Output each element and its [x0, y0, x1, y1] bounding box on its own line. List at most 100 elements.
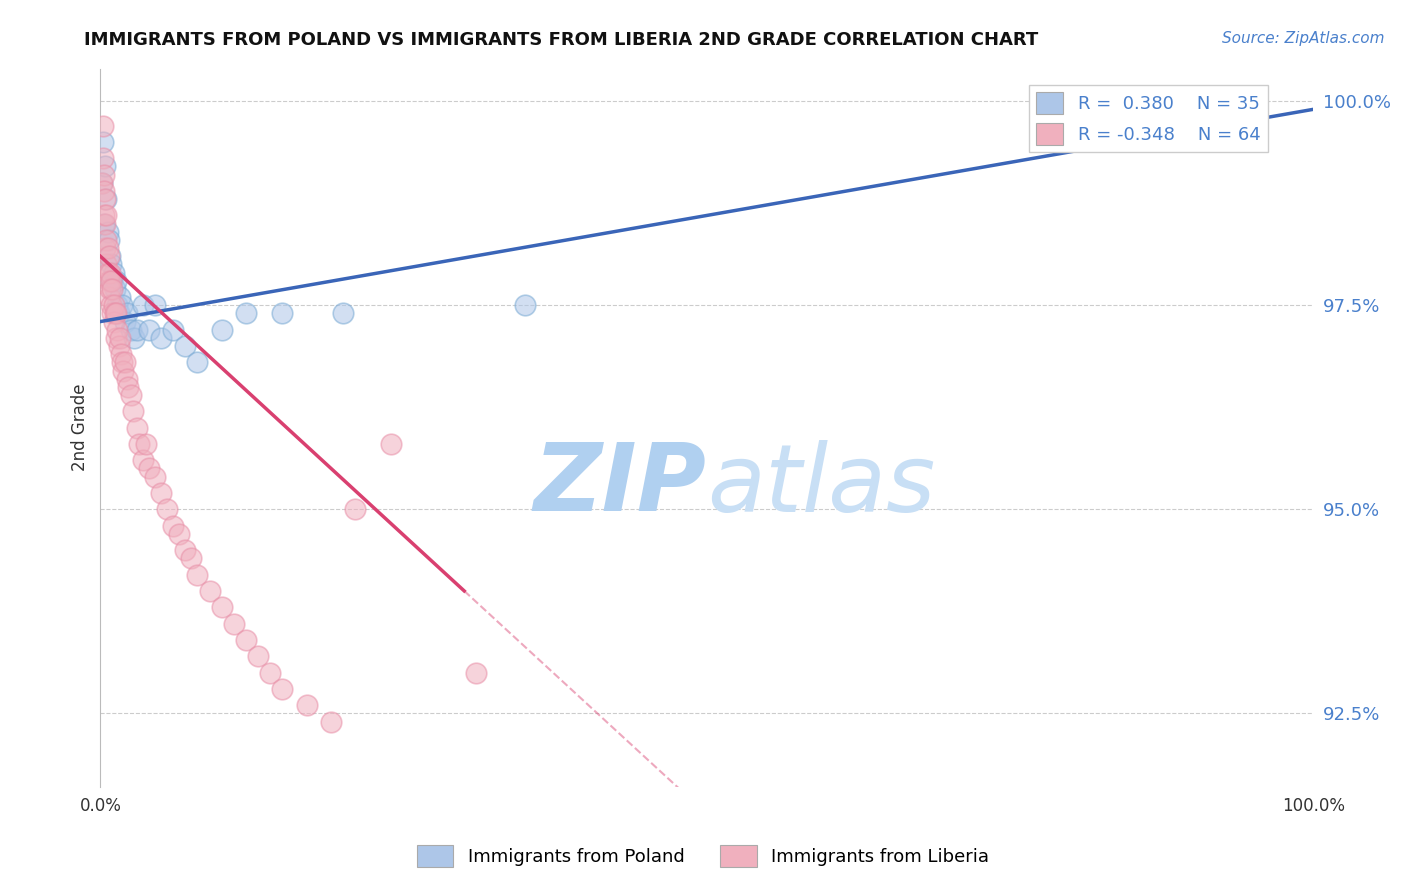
Point [295, 698, 318, 713]
Point [110, 347, 132, 361]
Point [97, 241, 120, 255]
Point [150, 331, 173, 345]
Point [111, 355, 134, 369]
Point [135, 437, 157, 451]
Point [174, 339, 197, 353]
Point [96, 192, 118, 206]
Point [112, 363, 135, 377]
Point [180, 551, 202, 566]
Point [124, 331, 146, 345]
Point [186, 567, 208, 582]
Point [107, 339, 129, 353]
Point [100, 274, 122, 288]
Point [271, 306, 294, 320]
Point [120, 388, 142, 402]
Point [103, 298, 125, 312]
Point [93, 184, 115, 198]
Text: Source: ZipAtlas.com: Source: ZipAtlas.com [1222, 31, 1385, 46]
Point [380, 437, 402, 451]
Point [91, 135, 114, 149]
Point [332, 306, 354, 320]
Point [105, 331, 128, 345]
Point [108, 290, 131, 304]
Point [465, 665, 488, 680]
Point [143, 469, 166, 483]
Point [186, 355, 208, 369]
Point [105, 306, 128, 320]
Point [344, 502, 367, 516]
Point [101, 282, 124, 296]
Point [122, 404, 145, 418]
Point [105, 323, 128, 337]
Point [94, 217, 117, 231]
Point [132, 298, 155, 312]
Point [271, 681, 294, 696]
Point [125, 420, 148, 434]
Point [97, 233, 120, 247]
Point [103, 314, 125, 328]
Legend: Immigrants from Poland, Immigrants from Liberia: Immigrants from Poland, Immigrants from … [409, 838, 997, 874]
Point [101, 306, 124, 320]
Point [98, 249, 121, 263]
Point [138, 323, 160, 337]
Point [94, 241, 117, 255]
Point [97, 225, 120, 239]
Point [128, 437, 150, 451]
Point [94, 160, 117, 174]
Point [97, 249, 120, 263]
Point [222, 616, 245, 631]
Point [1241, 103, 1264, 117]
Point [117, 380, 139, 394]
Point [98, 282, 121, 296]
Text: atlas: atlas [707, 440, 935, 531]
Point [138, 461, 160, 475]
Point [91, 119, 114, 133]
Point [107, 306, 129, 320]
Point [247, 649, 270, 664]
Point [105, 298, 128, 312]
Point [111, 298, 134, 312]
Point [167, 526, 190, 541]
Point [235, 632, 257, 647]
Point [96, 233, 118, 247]
Text: IMMIGRANTS FROM POLAND VS IMMIGRANTS FROM LIBERIA 2ND GRADE CORRELATION CHART: IMMIGRANTS FROM POLAND VS IMMIGRANTS FRO… [84, 31, 1039, 49]
Point [94, 192, 117, 206]
Point [115, 372, 138, 386]
Point [100, 257, 122, 271]
Point [96, 209, 118, 223]
Point [162, 323, 184, 337]
Point [211, 323, 233, 337]
Point [143, 298, 166, 312]
Point [96, 257, 118, 271]
Point [93, 168, 115, 182]
Point [105, 274, 128, 288]
Point [319, 714, 342, 729]
Point [162, 518, 184, 533]
Point [114, 314, 136, 328]
Point [91, 151, 114, 165]
Point [97, 266, 120, 280]
Text: ZIP: ZIP [534, 439, 707, 531]
Point [103, 266, 125, 280]
Point [93, 209, 115, 223]
Point [174, 543, 197, 558]
Point [108, 331, 131, 345]
Point [90, 176, 112, 190]
Point [513, 298, 536, 312]
Point [93, 217, 115, 231]
Point [125, 323, 148, 337]
Point [101, 274, 124, 288]
Point [150, 486, 173, 500]
Point [114, 355, 136, 369]
Point [90, 176, 112, 190]
Y-axis label: 2nd Grade: 2nd Grade [72, 384, 89, 472]
Point [98, 266, 121, 280]
Point [211, 600, 233, 615]
Point [100, 298, 122, 312]
Point [104, 306, 127, 320]
Point [198, 583, 221, 598]
Point [259, 665, 281, 680]
Point [115, 306, 138, 320]
Point [132, 453, 155, 467]
Point [97, 274, 120, 288]
